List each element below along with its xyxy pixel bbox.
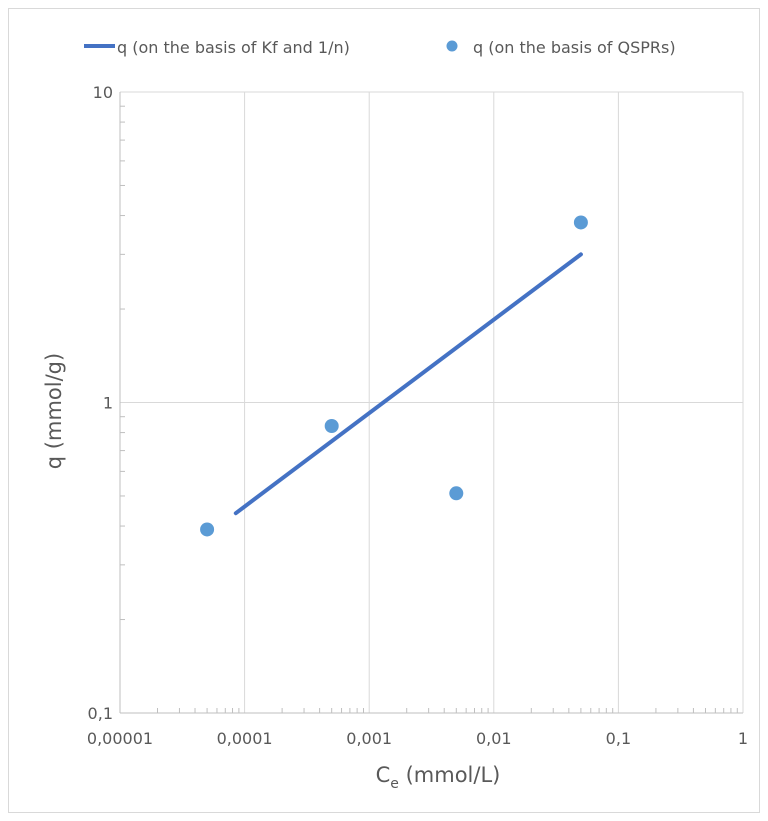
legend: q (on the basis of Kf and 1/n) q (on the… — [84, 38, 676, 57]
x-axis-label-base: C — [376, 763, 391, 787]
x-axis-label-units: (mmol/L) — [399, 763, 500, 787]
x-tick-label: 0,01 — [476, 729, 512, 748]
y-tick-label: 0,1 — [88, 704, 113, 723]
x-tick-label: 0,00001 — [87, 729, 153, 748]
chart-area: q (on the basis of Kf and 1/n) q (on the… — [8, 8, 760, 813]
x-axis-label-subscript: e — [390, 776, 399, 792]
x-tick-label: 1 — [738, 729, 748, 748]
y-axis-label: q (mmol/g) — [42, 353, 66, 469]
x-axis-label: Ce (mmol/L) — [376, 763, 501, 792]
data-point — [200, 522, 215, 537]
legend-label-line: q (on the basis of Kf and 1/n) — [117, 38, 350, 57]
y-tick-label: 10 — [93, 83, 113, 102]
x-tick-label: 0,001 — [346, 729, 392, 748]
legend-label-scatter: q (on the basis of QSPRs) — [473, 38, 676, 57]
gridlines — [120, 91, 744, 713]
x-tick-label: 0,0001 — [217, 729, 273, 748]
y-tick-label: 1 — [103, 394, 113, 413]
data-point — [449, 486, 464, 501]
tick-labels: 0,00001 0,0001 0,001 0,01 0,1 1 0,1 1 10 — [87, 83, 748, 748]
data-point — [573, 215, 588, 230]
legend-marker-swatch — [446, 40, 458, 52]
data-point — [324, 419, 339, 434]
chart-svg: q (on the basis of Kf and 1/n) q (on the… — [42, 38, 748, 792]
series-line — [233, 252, 583, 516]
axes — [119, 92, 743, 714]
series — [200, 215, 588, 537]
x-tick-label: 0,1 — [606, 729, 631, 748]
